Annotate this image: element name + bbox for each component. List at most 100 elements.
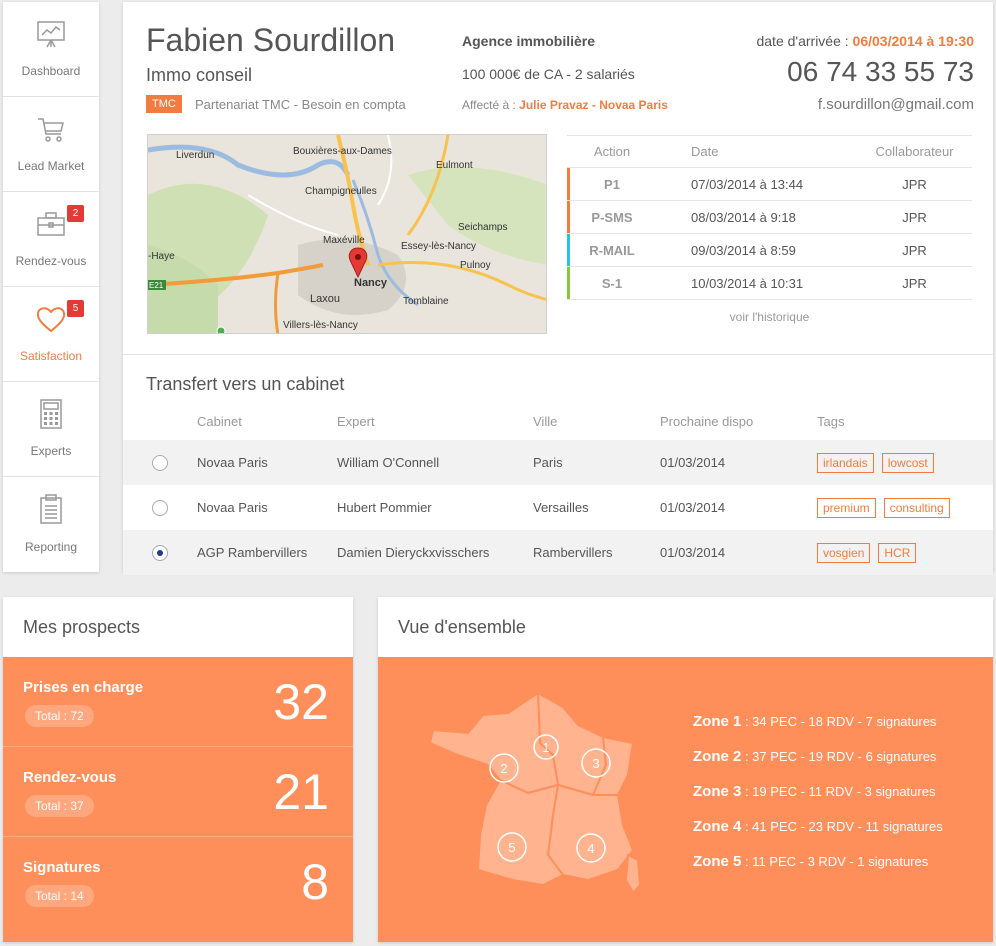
expert-tag[interactable]: irlandais [817,452,874,473]
france-zones-map[interactable]: 1 2 3 4 5 [428,685,658,910]
sidebar-item-lead-market[interactable]: Lead Market [3,97,99,192]
email-address[interactable]: f.sourdillon@gmail.com [817,96,974,113]
zone-name: Zone 3 [693,783,742,800]
assignee-link[interactable]: Julie Pravaz - Novaa Paris [519,98,668,112]
calculator-icon [40,399,62,429]
column-header-ville: Ville [533,413,558,429]
transfer-title: Transfert vers un cabinet [146,374,345,394]
cabinet-name: Novaa Paris [197,455,268,470]
list-item: Zone 1 : 34 PEC - 18 RDV - 7 signatures [693,713,943,748]
phone-number[interactable]: 06 74 33 55 73 [787,56,974,87]
location-map[interactable]: E21 Liverdun Bouxières-aux-Dames Eulmont… [147,134,547,334]
sidebar-item-label: Lead Market [17,159,85,173]
zone-number: 3 [592,756,599,771]
action-date: 08/03/2014 à 9:18 [691,209,796,225]
list-item: Zone 2 : 37 PEC - 19 RDV - 6 signatures [693,748,943,783]
table-row: S-1 10/03/2014 à 10:31 JPR [567,267,972,300]
expert-name: William O'Connell [337,455,440,470]
zone-name: Zone 2 [693,748,742,765]
zone-number: 1 [542,740,549,755]
row-status-bar [567,234,570,266]
column-header-expert: Expert [337,413,375,429]
lead-detail-card: Fabien Sourdillon Immo conseil TMC Parte… [123,2,993,575]
table-row: R-MAIL 09/03/2014 à 8:59 JPR [567,234,972,267]
svg-text:Bouxières-aux-Dames: Bouxières-aux-Dames [293,146,392,157]
shopping-cart-icon [38,118,64,142]
prospects-card: Mes prospects Prises en charge Total : 7… [3,597,353,942]
assignment: Affecté à : Julie Pravaz - Novaa Paris [462,98,668,112]
zone-number: 2 [500,761,507,776]
sidebar-item-reporting[interactable]: Reporting [3,477,99,572]
zone-detail: : 19 PEC - 11 RDV - 3 signatures [741,784,936,799]
arrival-date: date d'arrivée : 06/03/2014 à 19:30 [756,33,974,49]
sidebar-item-dashboard[interactable]: Dashboard [3,2,99,97]
prospect-stat: Rendez-vous Total : 37 21 [3,747,353,837]
column-header-dispo: Prochaine dispo [660,413,754,429]
section-divider [123,354,993,355]
partner-text: Partenariat TMC - Besoin en compta [195,97,406,112]
expert-tag[interactable]: HCR [878,542,917,563]
svg-text:Eulmont: Eulmont [436,160,473,171]
sidebar-item-label: Rendez-vous [15,254,87,268]
action-code: P-SMS [591,209,633,225]
lead-company: Immo conseil [146,65,253,85]
svg-text:E21: E21 [149,281,164,290]
presentation-board-icon [37,21,65,48]
zone-detail: : 41 PEC - 23 RDV - 11 signatures [741,819,943,834]
zone-name: Zone 1 [693,713,742,730]
column-header-tags: Tags [817,413,845,429]
sidebar: Dashboard Lead Market 2 Rendez-vous 5 Sa… [3,2,99,572]
expert-name: Hubert Pommier [337,500,432,515]
row-status-bar [567,267,570,299]
table-row: P-SMS 08/03/2014 à 9:18 JPR [567,201,972,234]
column-header-cabinet: Cabinet [197,413,242,429]
action-code: R-MAIL [589,242,635,258]
history-link[interactable]: voir l'historique [729,310,810,324]
table-row: P1 07/03/2014 à 13:44 JPR [567,168,972,201]
prospect-stat: Prises en charge Total : 72 32 [3,657,353,747]
column-header-collab: Collaborateur [875,144,954,159]
table-row[interactable]: AGP Rambervillers Damien Dieryckxvissche… [123,530,993,575]
actions-table: Action Date Collaborateur P1 07/03/2014 … [567,135,972,300]
table-row[interactable]: Novaa Paris William O'Connell Paris 01/0… [123,440,993,485]
zone-detail: : 11 PEC - 3 RDV - 1 signatures [741,854,929,869]
overview-title: Vue d'ensemble [398,616,526,637]
sidebar-item-label: Reporting [24,540,78,554]
transfer-table-header: Cabinet Expert Ville Prochaine dispo Tag… [123,402,993,440]
zone-detail: : 37 PEC - 19 RDV - 6 signatures [741,749,937,764]
sidebar-item-rendez-vous[interactable]: 2 Rendez-vous [3,192,99,287]
cabinet-radio[interactable] [152,499,168,516]
zone-number: 5 [508,840,515,855]
expert-tag[interactable]: lowcost [881,452,934,473]
expert-tag[interactable]: vosgien [817,542,871,563]
svg-text:Essey-lès-Nancy: Essey-lès-Nancy [401,241,476,252]
table-row[interactable]: Novaa Paris Hubert Pommier Versailles 01… [123,485,993,530]
overview-card: Vue d'ensemble 1 2 3 4 5 Zone 1 [378,597,993,942]
expert-tag[interactable]: premium [817,497,876,518]
city: Paris [533,455,563,470]
list-item: Zone 3 : 19 PEC - 11 RDV - 3 signatures [693,783,943,818]
overview-panel: 1 2 3 4 5 Zone 1 : 34 PEC - 18 RDV - 7 s… [378,657,993,942]
cabinet-radio[interactable] [152,544,168,561]
city: Versailles [533,500,589,515]
prospects-panel: Prises en charge Total : 72 32 Rendez-vo… [3,657,353,942]
svg-text:Liverdun: Liverdun [176,150,214,161]
list-item: Zone 4 : 41 PEC - 23 RDV - 11 signatures [693,818,943,853]
heart-icon [36,307,66,333]
action-code: P1 [604,176,620,192]
prospect-stat: Signatures Total : 14 8 [3,837,353,927]
partner-tag: TMC [146,95,182,113]
sidebar-item-label: Experts [30,444,72,458]
column-header-date: Date [691,144,719,159]
svg-text:Laxou: Laxou [310,293,340,305]
next-availability: 01/03/2014 [660,455,726,470]
zone-name: Zone 5 [693,853,742,870]
sidebar-item-experts[interactable]: Experts [3,382,99,477]
map-pin-icon [348,247,368,279]
notification-badge: 5 [67,300,84,317]
list-item: Zone 5 : 11 PEC - 3 RDV - 1 signatures [693,853,943,888]
expert-tag[interactable]: consulting [883,497,950,518]
sidebar-item-satisfaction[interactable]: 5 Satisfaction [3,287,99,382]
action-collab: JPR [902,176,927,192]
cabinet-radio[interactable] [152,454,168,471]
